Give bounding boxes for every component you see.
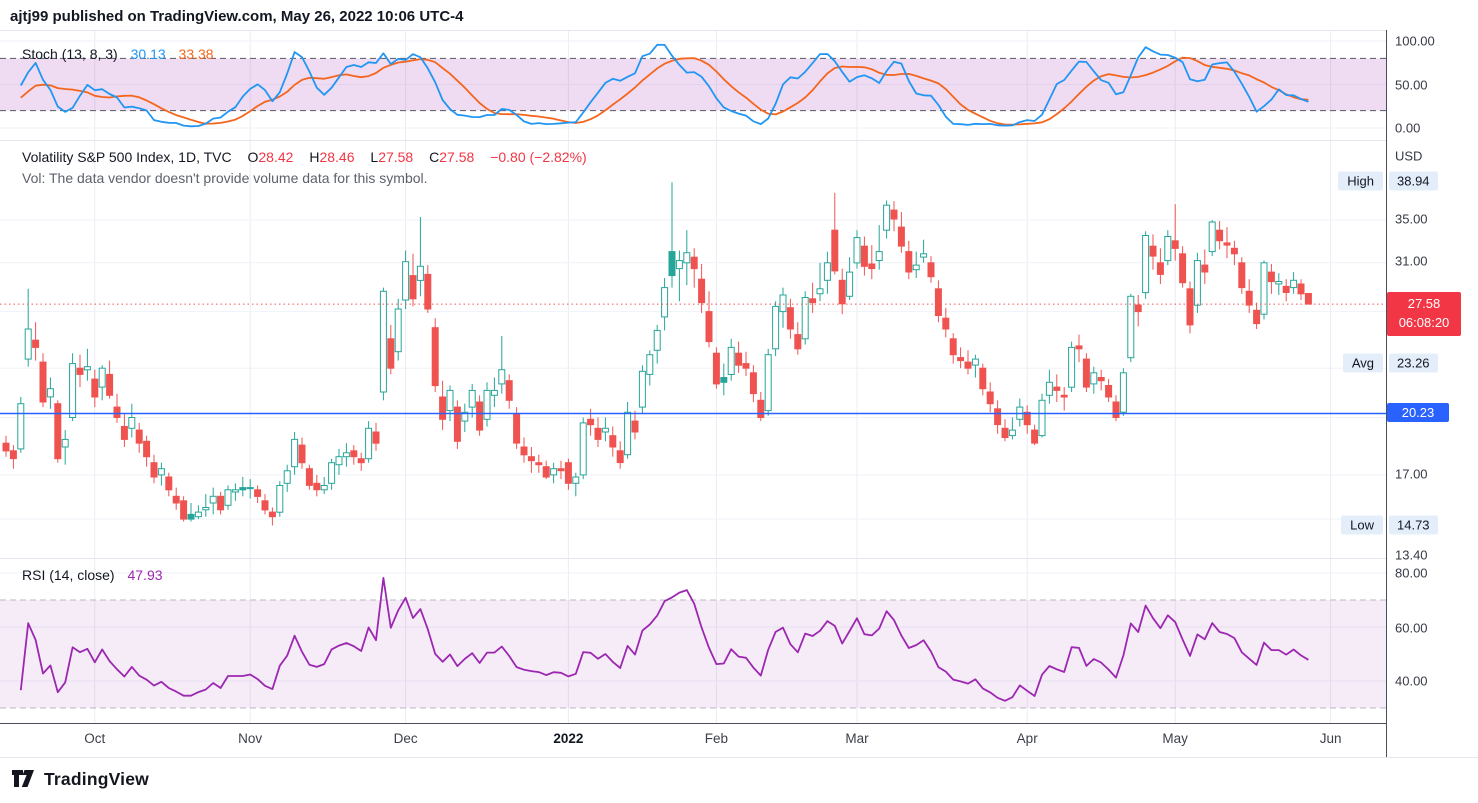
tradingview-logo[interactable]: TradingView	[12, 769, 149, 790]
stoch-k-value: 30.13	[130, 46, 166, 62]
open-readout: O28.42	[247, 149, 294, 165]
rsi-value: 47.93	[127, 567, 163, 583]
brand-name: TradingView	[44, 769, 149, 789]
high-readout: H28.46	[309, 149, 355, 165]
rsi-tick-80: 80.00	[1395, 565, 1428, 581]
stoch-tick-0: 0.00	[1395, 120, 1421, 136]
rsi-label: RSI (14, close)	[22, 567, 115, 583]
price-tick-35: 35.00	[1395, 211, 1428, 227]
high-value-tag: 38.94	[1389, 171, 1438, 191]
time-axis-month-jun: Jun	[1319, 731, 1342, 746]
time-axis-month-may: May	[1162, 731, 1188, 746]
time-axis-month-mar: Mar	[845, 731, 869, 746]
avg-tag: Avg	[1342, 353, 1383, 373]
time-axis-month-nov: Nov	[238, 731, 263, 746]
time-axis-month-oct: Oct	[84, 731, 106, 746]
price-plot	[0, 141, 1386, 558]
rsi-pane-title: RSI (14, close) 47.93	[22, 567, 163, 583]
stoch-tick-50: 50.00	[1395, 77, 1428, 93]
time-axis-month-feb: Feb	[704, 731, 729, 746]
main-pane-title: Volatility S&P 500 Index, 1D, TVC O28.42…	[22, 149, 587, 165]
last-price: 27.58	[1407, 296, 1441, 311]
countdown: 06:08:20	[1398, 314, 1450, 330]
price-tick-17: 17.00	[1395, 466, 1428, 482]
price-axis: 100.00 50.00 0.00 USD 38.94 35.00 31.00 …	[1386, 0, 1478, 803]
bottom-border	[0, 757, 1478, 758]
tradingview-mark-icon	[12, 769, 34, 787]
hline-price-tag: 20.23	[1387, 403, 1449, 422]
pane-divider-stoch-main	[0, 140, 1386, 141]
pane-divider-main-rsi	[0, 558, 1386, 559]
stoch-label: Stoch (13, 8, 3)	[22, 46, 118, 62]
low-readout: L27.58	[370, 149, 414, 165]
publish-info: ajtj99 published on TradingView.com, May…	[10, 8, 464, 25]
stoch-plot	[0, 30, 1386, 140]
low-value-tag: 14.73	[1389, 515, 1438, 535]
rsi-tick-40: 40.00	[1395, 673, 1428, 689]
time-axis-month-2022: 2022	[553, 731, 584, 746]
symbol-title: Volatility S&P 500 Index, 1D, TVC	[22, 149, 232, 165]
stoch-pane-title: Stoch (13, 8, 3) 30.13 33.38	[22, 46, 214, 62]
price-tick-31: 31.00	[1395, 253, 1428, 269]
avg-value-tag: 23.26	[1389, 353, 1438, 373]
close-readout: C27.58	[429, 149, 475, 165]
time-axis-month-dec: Dec	[393, 731, 418, 746]
stoch-d-value: 33.38	[178, 46, 214, 62]
price-tick-1340: 13.40	[1395, 547, 1428, 563]
time-axis: Oct Nov Dec 2022 Feb Mar Apr May Jun	[0, 723, 1386, 757]
rsi-tick-60: 60.00	[1395, 620, 1428, 636]
currency-label: USD	[1395, 148, 1423, 164]
time-axis-month-apr: Apr	[1016, 731, 1038, 746]
header-divider	[0, 30, 1386, 31]
last-price-tag: 27.58 06:08:20	[1387, 292, 1461, 336]
rsi-plot	[0, 558, 1386, 723]
change-readout: −0.80 (−2.82%)	[490, 149, 587, 165]
low-tag: Low	[1341, 515, 1383, 535]
high-tag: High	[1338, 171, 1383, 191]
volume-note: Vol: The data vendor doesn't provide vol…	[22, 170, 428, 186]
time-axis-border	[0, 723, 1386, 724]
price-axis-border	[1386, 30, 1387, 757]
stoch-tick-100: 100.00	[1395, 33, 1435, 49]
